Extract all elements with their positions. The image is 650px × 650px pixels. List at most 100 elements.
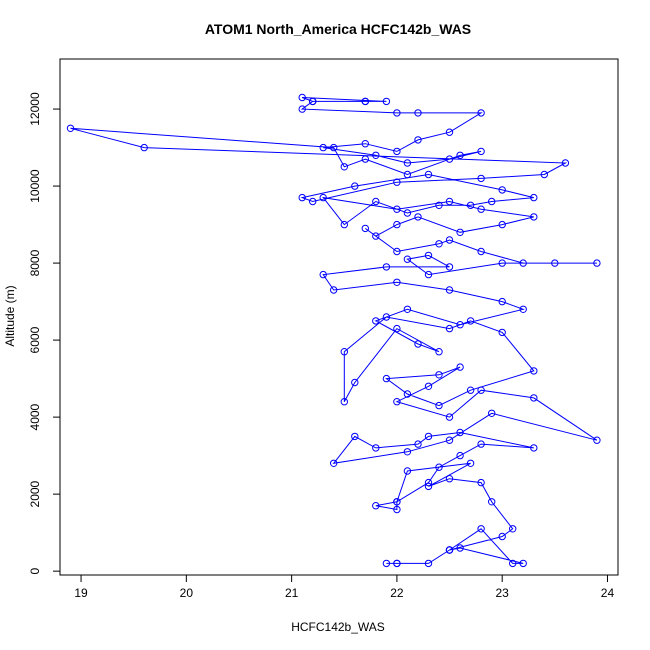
data-point [445,413,454,421]
data-point [424,251,433,260]
data-point [530,213,538,221]
y-tick-label: 4000 [28,403,42,430]
data-point [530,367,538,375]
data-point [319,270,327,279]
data-point [319,143,327,152]
data-point [393,278,401,286]
data-point [361,97,369,106]
data-point [593,436,601,444]
data-point [424,482,433,491]
data-point [540,170,548,179]
y-tick-label: 6000 [28,326,42,353]
data-point [456,151,464,160]
data-point [403,305,412,313]
data-point [403,390,412,398]
data-point [414,213,422,221]
data-point [435,348,443,356]
data-point [361,224,369,233]
data-point [340,220,348,229]
data-point [498,186,506,194]
y-tick-label: 12000 [28,92,42,126]
data-point [393,324,401,333]
data-point [382,374,391,383]
x-tick-label: 21 [285,586,299,600]
data-point [498,532,506,541]
data-point [456,228,464,237]
y-tick-label: 2000 [28,480,42,507]
data-point [393,247,401,256]
data-point [445,128,454,136]
data-point [330,459,338,467]
data-point [424,432,433,441]
data-point [403,255,412,263]
data-point [498,297,506,306]
data-point [477,247,485,256]
data-point [498,259,506,267]
data-point [466,201,475,210]
data-point [309,197,317,206]
data-point [424,170,433,179]
data-point [414,340,422,348]
data-point [382,313,391,321]
data-point [351,378,359,387]
data-point [561,159,570,167]
y-axis: 0 2000 4000 6000 8000 10000 12000 [28,92,60,574]
data-point [403,209,412,217]
data-point [488,498,496,506]
data-point [445,155,454,163]
y-tick-label: 0 [28,567,42,574]
data-point [519,559,527,568]
data-point [435,201,443,210]
data-point [372,502,380,510]
data-point [466,386,475,394]
data-point [403,448,412,456]
data-point [66,124,75,133]
data-point [372,444,380,452]
data-point [298,105,306,113]
data-point [414,136,422,144]
data-point [445,475,454,483]
data-point [477,478,485,487]
data-point [382,263,391,271]
data-point [309,97,317,106]
data-point [351,182,359,190]
data-point [445,546,454,554]
data-point [477,147,485,156]
data-point [393,505,401,514]
data-point [445,197,454,206]
data-point [424,478,433,487]
data-point [435,401,443,410]
data-point [488,409,496,417]
data-point [372,317,380,325]
data-point [509,559,517,568]
data-point [456,451,464,460]
data-point [340,398,348,406]
data-point [361,140,369,148]
y-axis-label: Altitude (m) [3,285,17,346]
data-point [530,394,538,402]
data-point [530,193,538,202]
data-point [361,155,369,163]
data-point [393,498,401,506]
x-tick-label: 22 [390,586,404,600]
data-point [414,109,422,117]
data-point [140,143,148,152]
data-point [477,440,485,448]
plot-frame [59,58,619,576]
data-point [340,163,348,171]
data-point [372,151,380,160]
y-tick-label: 8000 [28,249,42,276]
data-point [403,159,412,167]
data-point [477,205,485,213]
y-tick-label: 10000 [28,169,42,203]
data-point [456,363,464,371]
data-point [393,398,401,406]
data-point [340,348,348,356]
data-point [330,143,338,152]
data-point [414,440,422,448]
data-point [372,232,380,240]
x-axis-label: HCFC142b_WAS [291,620,385,634]
data-point [393,178,401,186]
data-point [477,174,485,183]
